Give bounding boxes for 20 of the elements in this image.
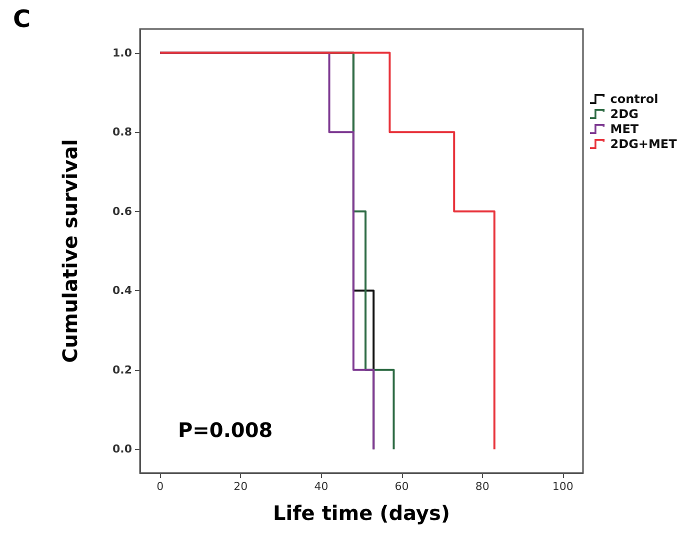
x-tick-label: 0 (156, 480, 164, 493)
x-tick-label: 60 (394, 480, 409, 493)
x-tick-label: 100 (552, 480, 574, 493)
y-tick-label: 0.4 (112, 284, 132, 298)
y-tick-label: 0.2 (112, 363, 132, 376)
x-tick-label: 20 (234, 480, 248, 493)
legend-label: 2DG+MET (610, 137, 678, 151)
legend-label: 2DG (610, 107, 638, 121)
y-axis-title: Cumulative survival (58, 139, 82, 363)
y-tick-label: 0.8 (112, 126, 132, 139)
legend-label: MET (610, 122, 640, 136)
annotation: P=0.008 (178, 418, 273, 442)
y-tick-label: 0.6 (112, 204, 132, 218)
legend-label: control (610, 92, 658, 106)
x-tick-label: 80 (475, 480, 490, 493)
y-tick-label: 0.0 (112, 442, 132, 456)
y-tick-label: 1.0 (112, 46, 132, 60)
x-tick-label: 40 (314, 480, 328, 493)
chart-title: C (13, 5, 31, 33)
x-axis-title: Life time (days) (272, 501, 450, 525)
